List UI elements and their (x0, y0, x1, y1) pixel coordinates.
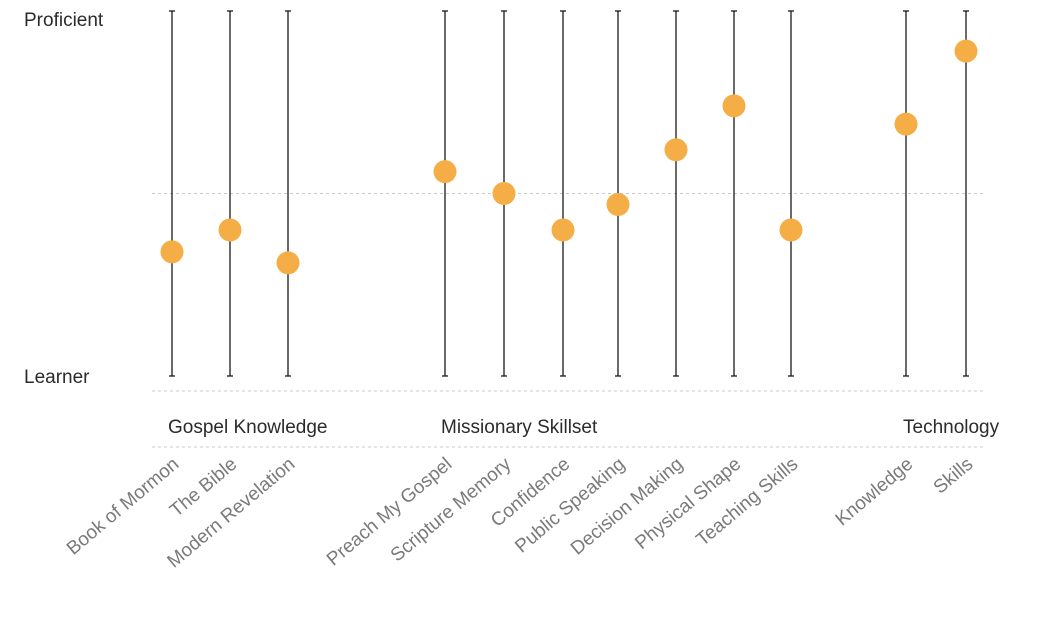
category-label: Knowledge (832, 454, 918, 531)
data-points (160, 39, 978, 275)
data-point (779, 218, 803, 242)
y-min-label: Learner (24, 367, 90, 388)
category-label: Skills (930, 454, 977, 499)
data-point (160, 240, 184, 264)
group-label: Gospel Knowledge (168, 417, 328, 438)
category-stems (169, 10, 969, 377)
guide-lines (152, 193, 985, 448)
category-label: Teaching Skills (692, 454, 802, 551)
data-point (218, 218, 242, 242)
data-point (664, 138, 688, 162)
group-label: Technology (903, 417, 1000, 438)
group-labels: Gospel Knowledge Missionary Skillset Techn… (168, 417, 1000, 438)
data-point (722, 94, 746, 118)
data-point (606, 192, 630, 216)
group-label: Missionary Skillset (441, 417, 598, 438)
data-point (492, 182, 516, 205)
data-point (433, 160, 457, 184)
category-label: Book of Mormon (63, 454, 183, 560)
data-point (276, 251, 300, 275)
y-max-label: Proficient (24, 10, 104, 31)
data-point (954, 39, 978, 63)
data-point (551, 218, 575, 242)
data-point (894, 112, 918, 136)
